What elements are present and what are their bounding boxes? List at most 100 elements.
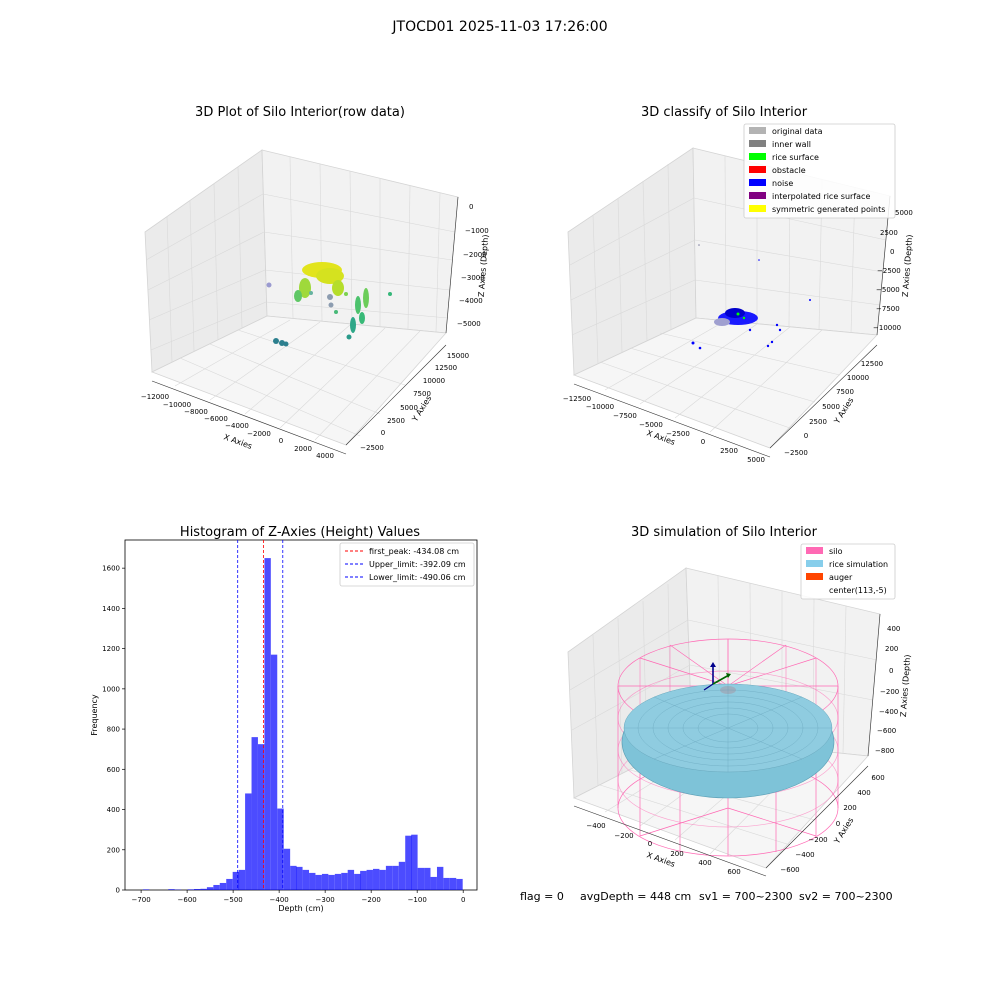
classify-legend-swatch (749, 140, 766, 147)
simulation-legend-label: rice simulation (829, 560, 888, 569)
raw-cluster-stripe3 (359, 312, 365, 324)
classify-y-tick: 12500 (861, 360, 883, 368)
auger-arrows (703, 662, 731, 691)
raw-point (328, 302, 334, 308)
histogram-bar (443, 877, 450, 890)
raw-y-tick: 2500 (387, 417, 405, 425)
histogram-bar (456, 878, 463, 890)
histogram-bar (302, 869, 310, 890)
sim-z-tick: 0 (889, 667, 893, 675)
histogram-bar (219, 882, 227, 890)
raw-points (266, 262, 392, 347)
classify-z-tick: −10000 (873, 324, 901, 332)
classify-legend-label: interpolated rice surface (772, 192, 870, 201)
classify-legend-swatch (749, 179, 766, 186)
histogram-plot-area (124, 539, 478, 891)
histogram-bar (424, 867, 431, 890)
panel-raw-3d: 3D Plot of Silo Interior(row data) (141, 105, 490, 460)
classify-noise-point (698, 346, 702, 350)
histogram-y-tick-label: 1200 (102, 645, 120, 653)
histogram-bar (277, 808, 284, 890)
simulation-legend-label: center(113,-5) (829, 586, 887, 595)
histogram-bar (385, 865, 393, 890)
raw-point (344, 292, 348, 296)
classify-legend: original data inner wall rice surface obsta… (743, 123, 896, 219)
histogram-x-tick-label: −200 (362, 896, 381, 904)
sim-x-tick: −400 (586, 822, 605, 830)
classify-z-tick: −2500 (877, 267, 901, 275)
histogram-bar (379, 869, 386, 890)
histogram-x-ticks: −700 −600 −500 −400 −300 −200 −100 0 (131, 890, 465, 904)
raw-y-tick: 0 (381, 429, 385, 437)
histogram-bar (142, 889, 150, 890)
footer-status: flag = 0 avgDepth = 448 cm sv1 = 700~230… (520, 890, 893, 903)
sim-y-tick: 600 (871, 774, 884, 782)
classify-y-tick: 7500 (836, 388, 854, 396)
histogram-bar (226, 878, 233, 890)
sim-x-tick: −200 (614, 832, 633, 840)
sim-z-tick: −200 (880, 688, 899, 696)
sim-x-tick: 200 (670, 850, 683, 858)
histogram-bar (436, 866, 444, 890)
classify-x-tick: 0 (701, 438, 705, 446)
raw-z-label: Z Axies (Depth) (477, 234, 490, 297)
sim-z-tick: 400 (887, 625, 900, 633)
histogram-bar (366, 869, 373, 890)
simulation-legend-swatch (806, 560, 823, 567)
classify-y-label: Y Axies (832, 396, 856, 426)
classify-y-tick: 10000 (847, 374, 869, 382)
raw-cluster-mid2 (294, 290, 302, 302)
classify-y-tick: 2500 (809, 418, 827, 426)
raw-x-tick: −6000 (204, 415, 228, 423)
histogram-bar (430, 876, 437, 890)
raw-x-tick: −2000 (247, 430, 271, 438)
histogram-bar (200, 888, 207, 890)
raw-y-tick: −2500 (360, 444, 384, 452)
classify-z-tick: −5000 (876, 286, 900, 294)
classify-y-tick: 5000 (822, 403, 840, 411)
raw-point (327, 294, 333, 300)
raw-x-tick: 2000 (294, 445, 312, 453)
histogram-bar (238, 869, 246, 890)
histogram-bar (270, 654, 278, 890)
histogram-bar (206, 887, 214, 890)
classify-legend-label: symmetric generated points (772, 205, 885, 214)
histogram-legend-box (339, 542, 475, 587)
classify-x-tick: 5000 (747, 456, 765, 464)
auger-y-arrow (703, 683, 714, 691)
histogram-y-tick-label: 400 (107, 806, 120, 814)
histogram-bar (341, 872, 348, 890)
raw-y-tick: 7500 (413, 390, 431, 398)
histogram-x-tick-label: −700 (131, 896, 150, 904)
sim-x-tick: 0 (648, 840, 652, 848)
sim-y-tick: 200 (843, 804, 856, 812)
classify-x-tick: −5000 (639, 421, 663, 429)
classify-y-tick: 0 (804, 432, 808, 440)
raw-point (273, 338, 279, 344)
histogram-bar (328, 874, 335, 890)
sim-y-tick: −400 (795, 851, 814, 859)
raw-z-tick: −2000 (463, 251, 487, 259)
classify-surface-point (736, 312, 740, 316)
raw-x-tick: −8000 (184, 408, 208, 416)
histogram-bar (392, 865, 399, 890)
raw-cluster-stripe (363, 288, 369, 308)
histogram-bar (321, 873, 329, 890)
raw-point (346, 334, 352, 340)
histogram-y-tick-label: 600 (107, 766, 120, 774)
histogram-bar (309, 872, 316, 890)
histogram-legend-label: Lower_limit: -490.06 cm (369, 573, 466, 582)
auger-x-arrow (712, 674, 730, 685)
histogram-bar (296, 866, 303, 890)
raw-cluster-right (332, 280, 344, 296)
histogram-y-tick-label: 1000 (102, 685, 120, 693)
simulation-title: 3D simulation of Silo Interior (631, 525, 818, 540)
classify-legend-label: original data (772, 127, 823, 136)
sim-x-tick: 600 (727, 868, 740, 876)
histogram-bar (194, 888, 201, 890)
simulation-legend-swatch (806, 586, 823, 593)
histogram-x-tick-label: −600 (178, 896, 197, 904)
figure-suptitle: JTOCD01 2025-11-03 17:26:00 (391, 19, 607, 35)
panel-classify-title: 3D classify of Silo Interior (641, 105, 808, 120)
histogram-y-ticks: 0 200 400 600 800 1000 1200 1400 1600 (102, 565, 125, 895)
